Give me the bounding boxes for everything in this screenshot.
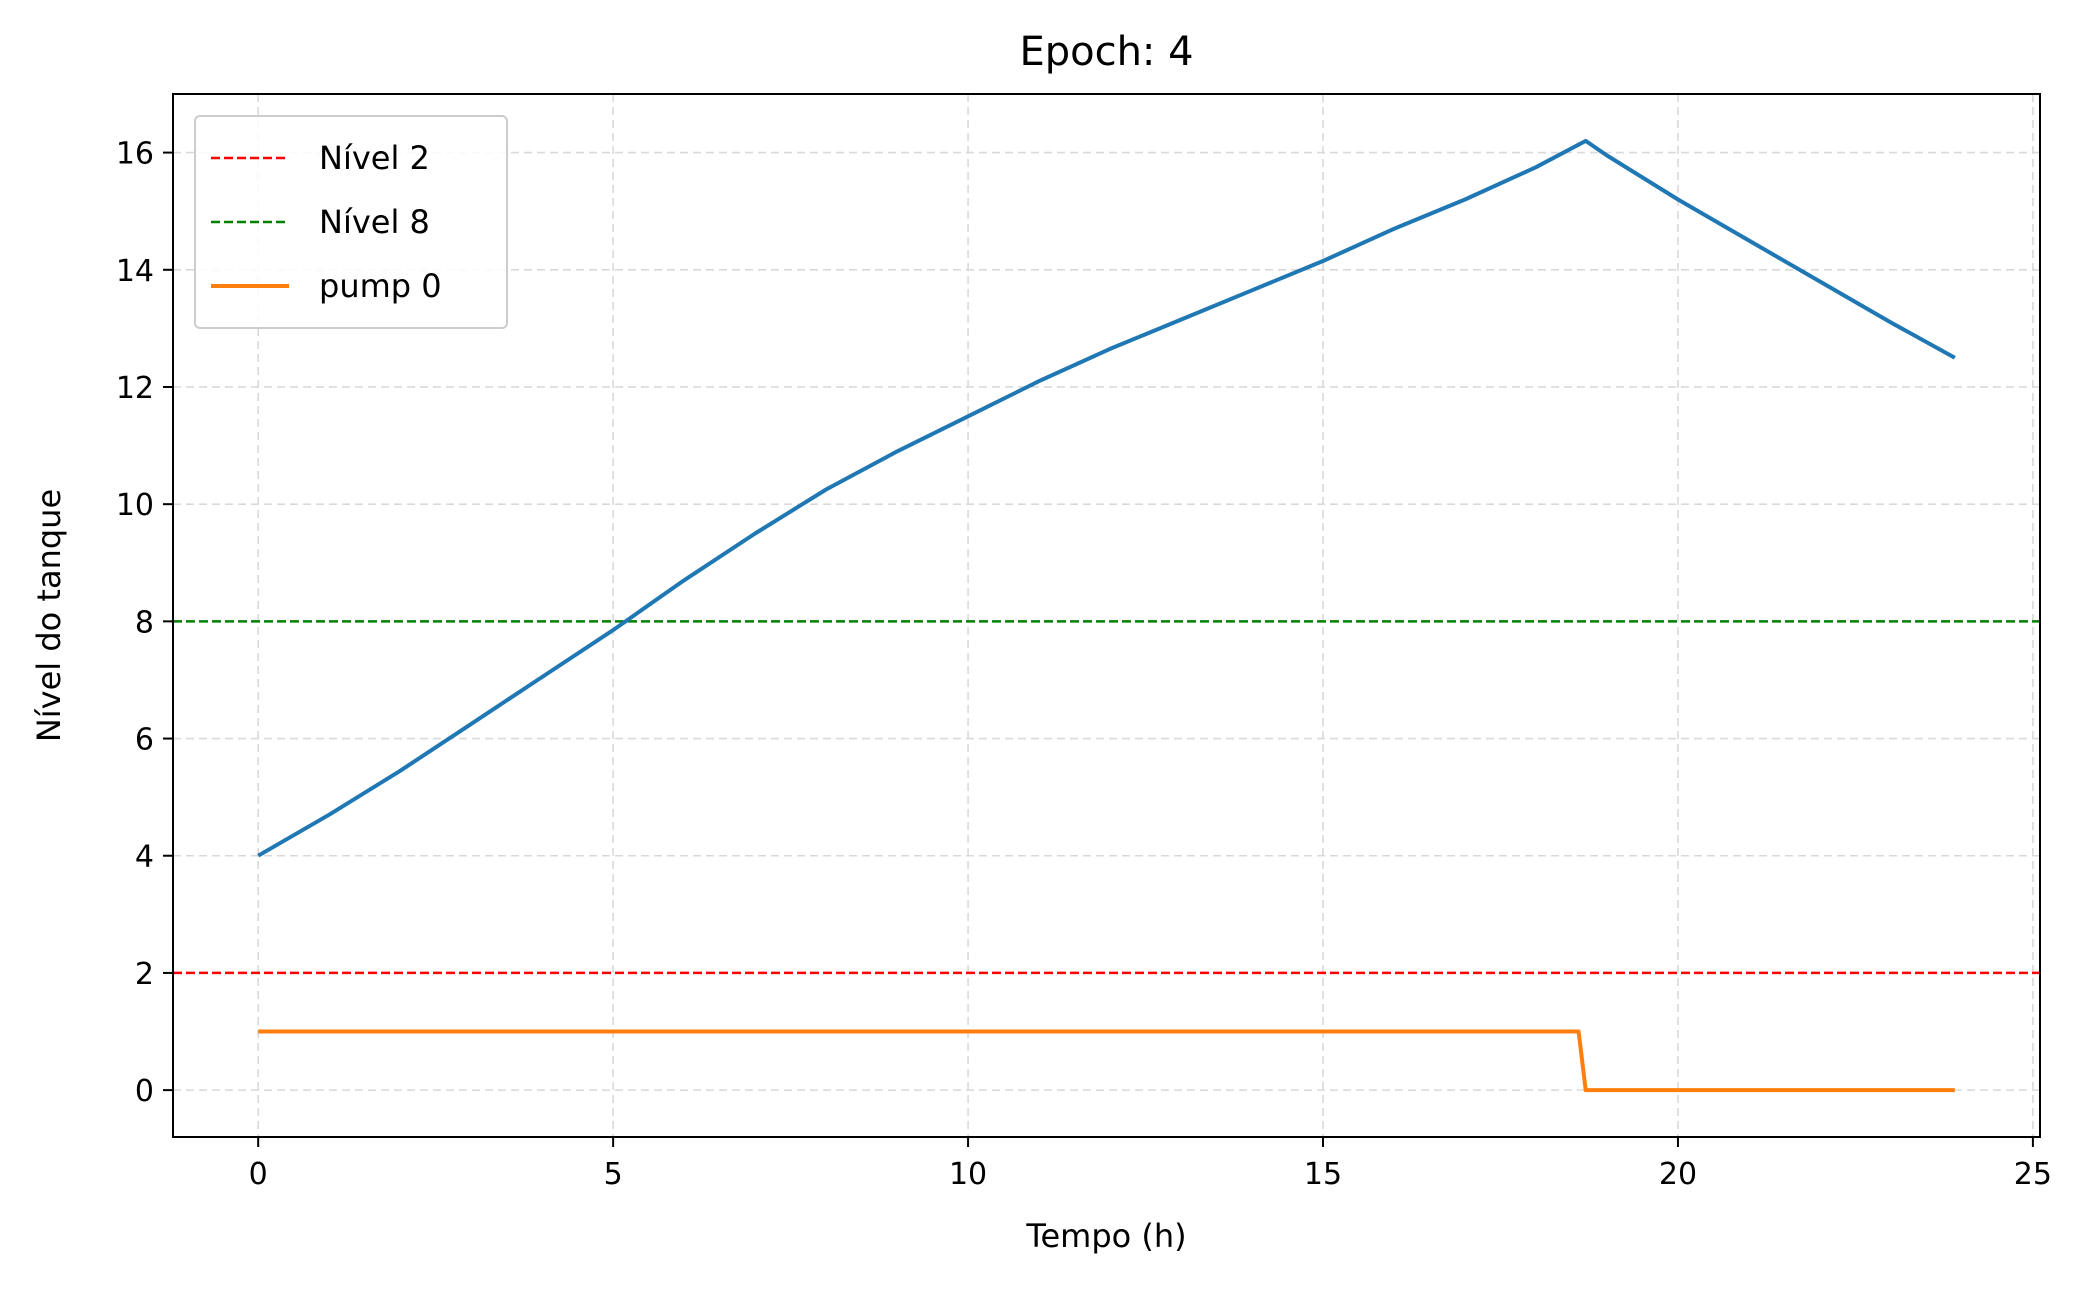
axis-ticks: 0 5 10 15 20 25 0 2 4 6 8 10 12 14 16 [116, 137, 2052, 1192]
y-tick-label: 4 [135, 840, 154, 875]
x-tick-label: 25 [2014, 1157, 2052, 1192]
y-tick-label: 8 [135, 605, 154, 640]
legend-label: Nível 2 [319, 139, 430, 177]
legend-box [194, 115, 508, 329]
reference-lines [173, 620, 2040, 975]
data-series [257, 138, 1956, 1093]
x-tick-label: 20 [1659, 1157, 1697, 1192]
x-tick-label: 10 [949, 1157, 987, 1192]
series-line-0 [257, 138, 1956, 858]
y-tick-label: 6 [135, 723, 154, 758]
x-tick-label: 0 [249, 1157, 268, 1192]
y-tick-label: 16 [116, 137, 154, 172]
legend-label: Nível 8 [319, 203, 430, 241]
y-tick-label: 12 [116, 371, 154, 406]
y-tick-label: 10 [116, 488, 154, 523]
x-axis-label: Tempo (h) [1025, 1217, 1186, 1255]
legend: Nível 2 Nível 8 pump 0 [194, 115, 508, 329]
y-tick-label: 14 [116, 254, 154, 289]
x-tick-label: 15 [1304, 1157, 1342, 1192]
y-axis-label: Nível do tanque [30, 489, 68, 742]
legend-label: pump 0 [319, 267, 442, 305]
series-line-3 [258, 1029, 1955, 1093]
plot-frame [172, 93, 2041, 1138]
x-tick-label: 5 [604, 1157, 623, 1192]
y-tick-label: 0 [135, 1074, 154, 1109]
y-tick-label: 2 [135, 957, 154, 992]
chart-title: Epoch: 4 [1019, 29, 1193, 75]
